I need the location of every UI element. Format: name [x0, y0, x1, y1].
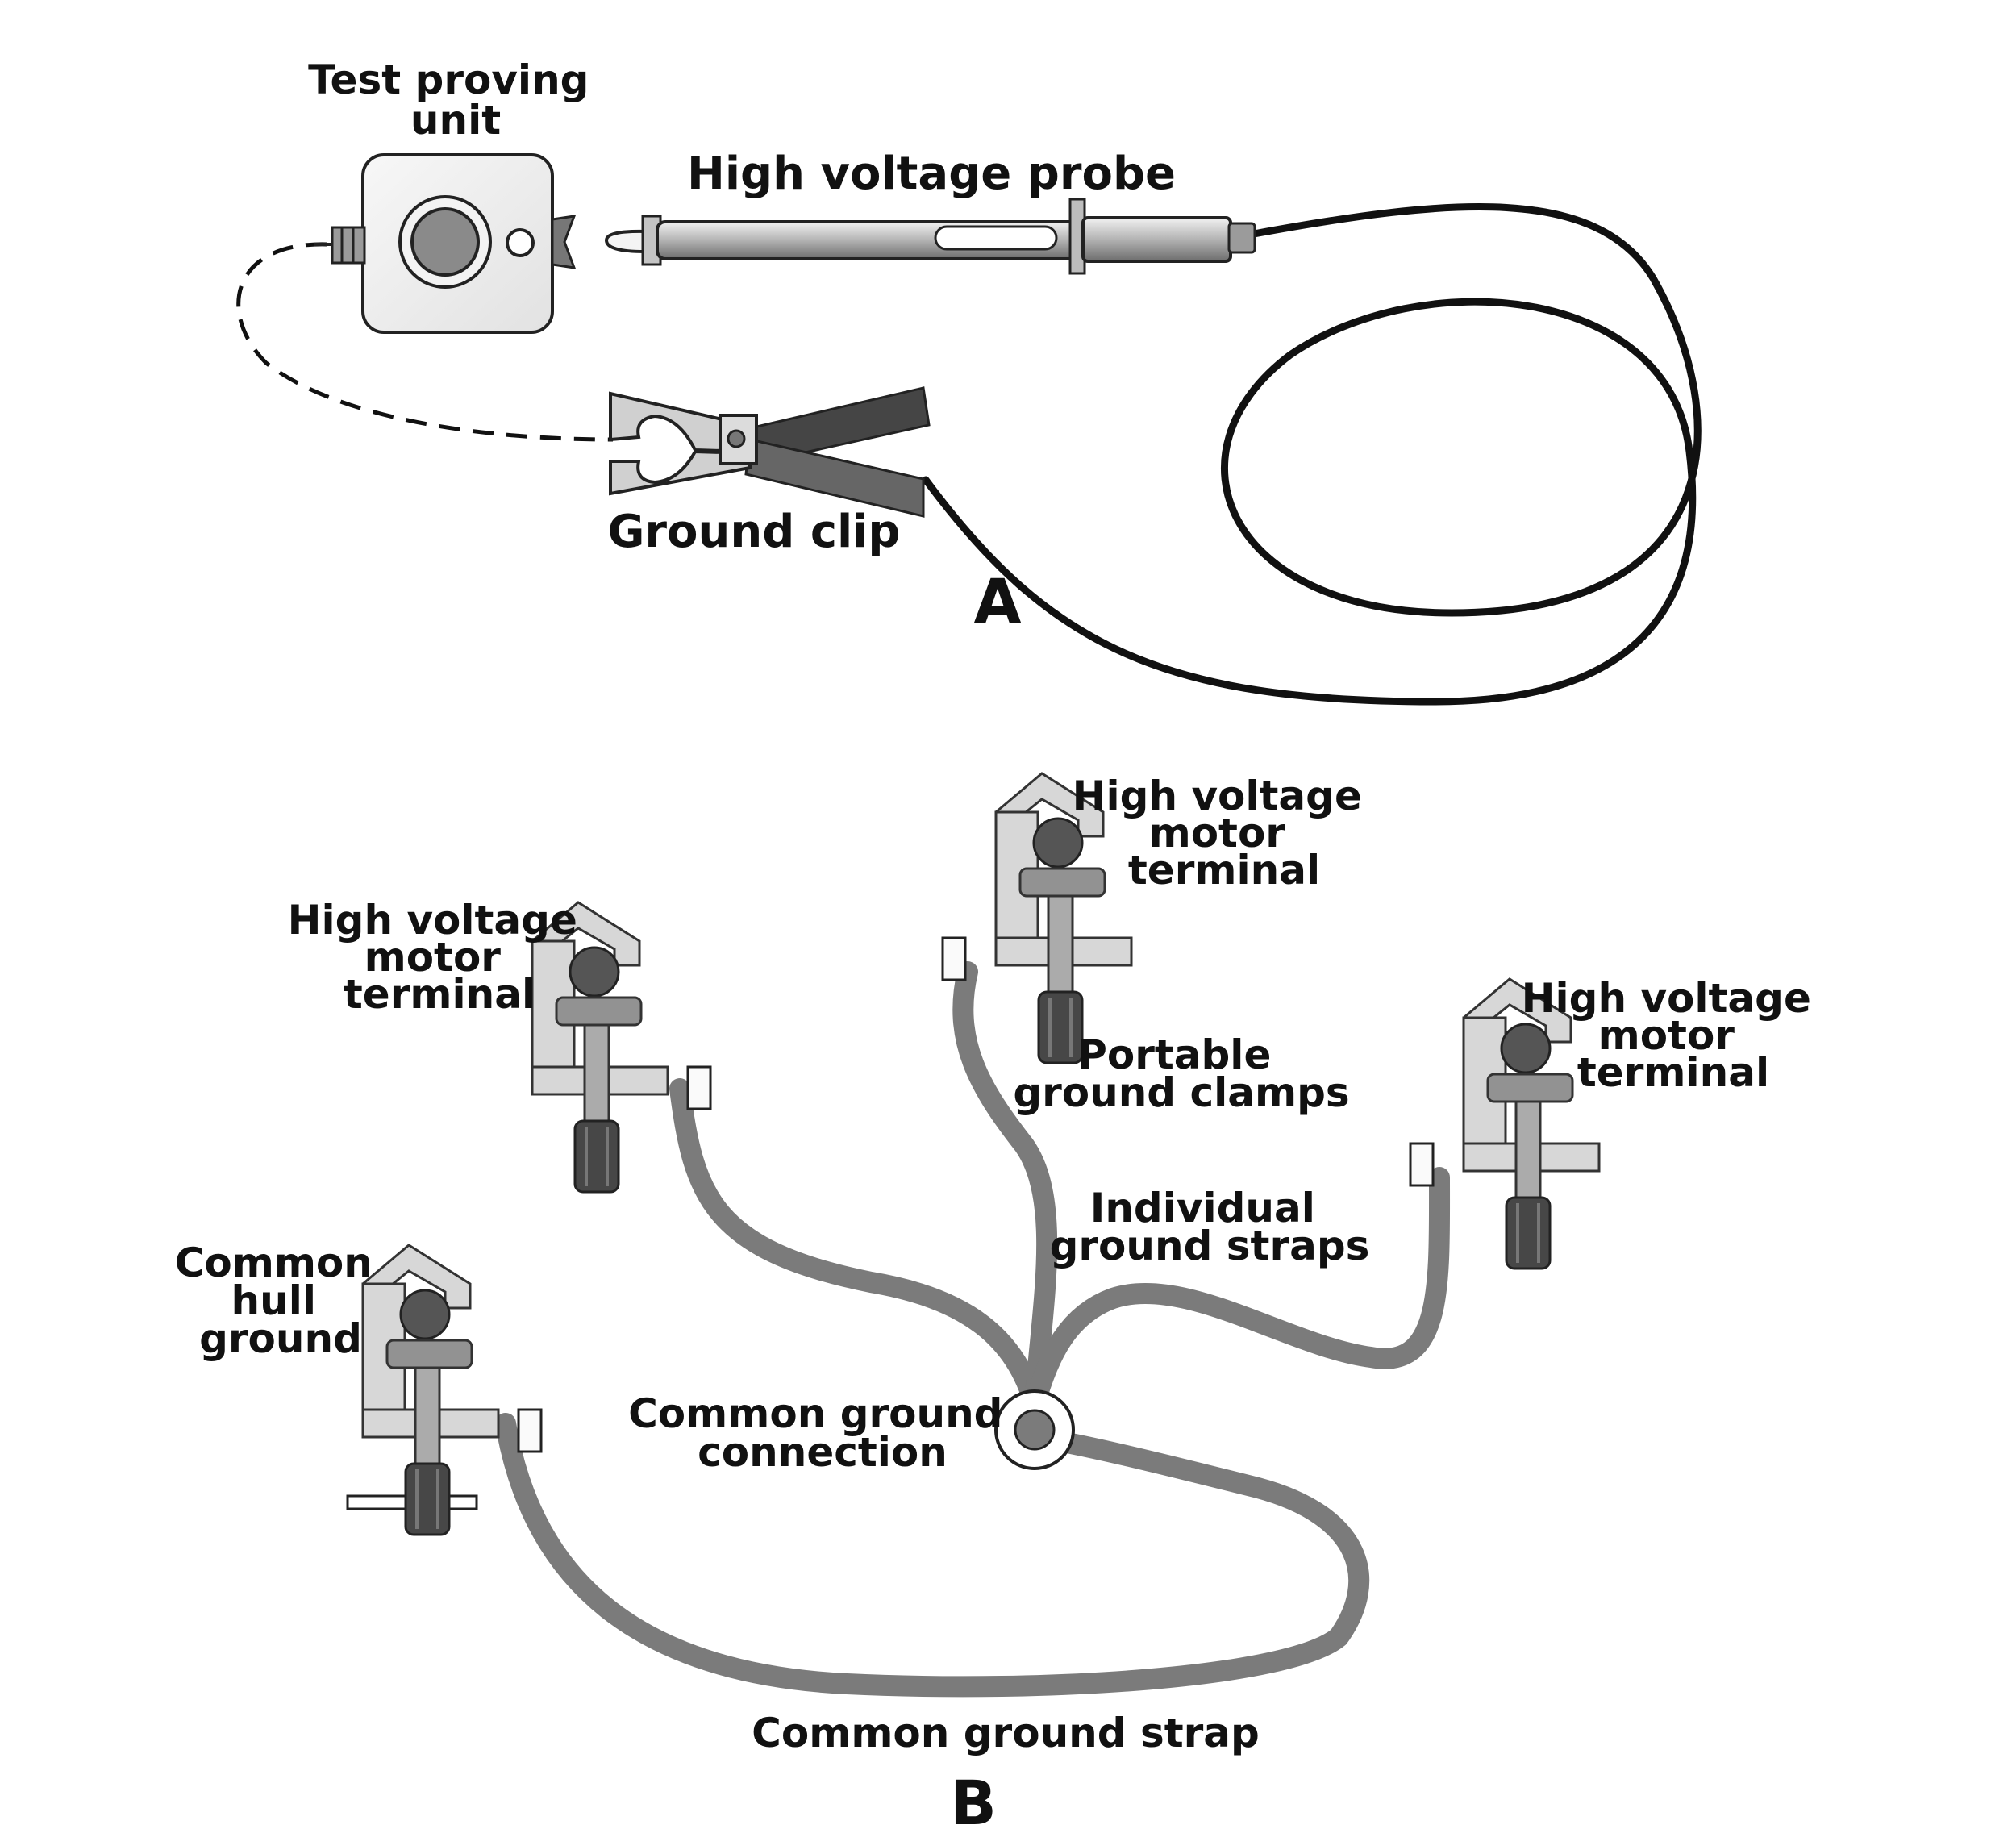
high-voltage-probe — [604, 198, 1256, 275]
clamp-center — [941, 772, 1133, 1064]
clamp-hull — [346, 1244, 543, 1536]
indicator-lamp — [506, 228, 535, 257]
strap-left — [669, 1078, 1045, 1415]
label-common-ground-connection: Common ground connection — [628, 1390, 1017, 1476]
ground-straps — [495, 961, 1451, 1698]
clamp-left — [531, 901, 712, 1194]
label-common-ground-strap: Common ground strap — [752, 1710, 1260, 1756]
label-terminal-left: High voltage motor terminal — [288, 897, 592, 1018]
label-portable-ground-clamps: Portable ground clamps — [1013, 1031, 1349, 1116]
dashed-connection-line — [236, 242, 614, 442]
panel-a: Test proving unit High voltage probe Gro… — [236, 56, 1702, 706]
panel-letter-b: B — [950, 1767, 997, 1829]
label-test-proving-unit: Test proving unit — [308, 56, 603, 144]
label-terminal-right: High voltage motor terminal — [1522, 975, 1826, 1096]
clamp-right — [1409, 977, 1601, 1270]
panel-b: High voltage motor terminal High voltage… — [175, 772, 1826, 1829]
probe-cable — [922, 203, 1702, 706]
label-ground-clip: Ground clip — [607, 506, 900, 558]
common-ground-connection — [994, 1389, 1075, 1470]
test-proving-unit — [314, 153, 577, 334]
label-common-hull-ground: Common hull ground — [175, 1239, 387, 1362]
label-individual-ground-straps: Individual ground straps — [1050, 1185, 1370, 1269]
label-high-voltage-probe: High voltage probe — [687, 148, 1176, 200]
panel-letter-a: A — [974, 565, 1022, 637]
common-ground-strap — [495, 1413, 1370, 1698]
label-terminal-center: High voltage motor terminal — [1073, 773, 1377, 894]
strap-right — [1024, 1167, 1451, 1415]
ground-clip — [609, 386, 931, 518]
strap-center — [952, 961, 1058, 1415]
